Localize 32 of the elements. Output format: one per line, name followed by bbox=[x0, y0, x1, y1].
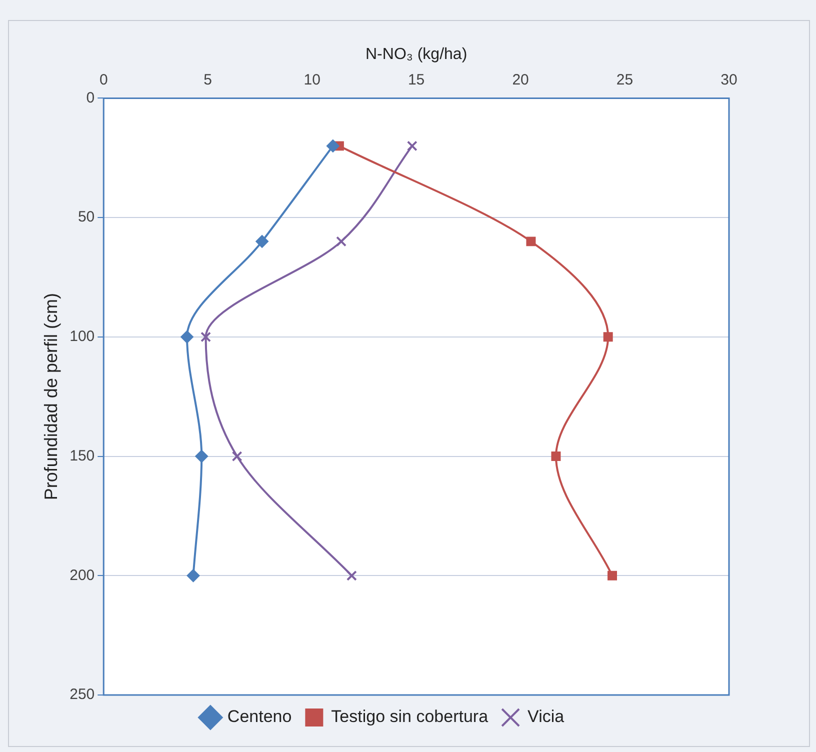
point bbox=[195, 450, 208, 463]
point bbox=[346, 570, 357, 581]
x-axis-title: N-NO₃ (kg/ha) bbox=[365, 46, 468, 64]
y-tick-label: 100 bbox=[70, 328, 95, 346]
y-axis-title: Profundidad de perfil (cm) bbox=[40, 293, 61, 500]
x-tick-label: 20 bbox=[512, 71, 529, 88]
point bbox=[608, 570, 618, 580]
x-tick-label: 30 bbox=[720, 71, 738, 88]
y-tick-label: 0 bbox=[86, 89, 95, 106]
point bbox=[200, 332, 212, 342]
legend-label: Vicia bbox=[528, 707, 565, 726]
y-tick-label: 150 bbox=[70, 447, 95, 464]
legend-label: Testigo sin cobertura bbox=[331, 707, 489, 726]
y-tick-label: 250 bbox=[70, 686, 95, 704]
point bbox=[186, 569, 200, 582]
y-tick-label: 50 bbox=[78, 208, 95, 226]
point bbox=[326, 139, 340, 152]
y-tick-label: 200 bbox=[70, 566, 95, 584]
point bbox=[526, 236, 536, 246]
point bbox=[180, 330, 194, 344]
point bbox=[336, 236, 347, 247]
point bbox=[551, 452, 561, 462]
x-tick-label: 0 bbox=[99, 71, 108, 88]
x-tick-label: 15 bbox=[408, 71, 425, 88]
x-tick-label: 25 bbox=[616, 71, 634, 88]
point bbox=[603, 332, 613, 342]
point bbox=[232, 451, 242, 462]
point bbox=[256, 234, 269, 248]
x-tick-label: 5 bbox=[204, 71, 212, 88]
x-tick-label: 10 bbox=[304, 71, 320, 88]
point bbox=[406, 140, 418, 152]
legend-label: Centeno bbox=[227, 707, 292, 726]
